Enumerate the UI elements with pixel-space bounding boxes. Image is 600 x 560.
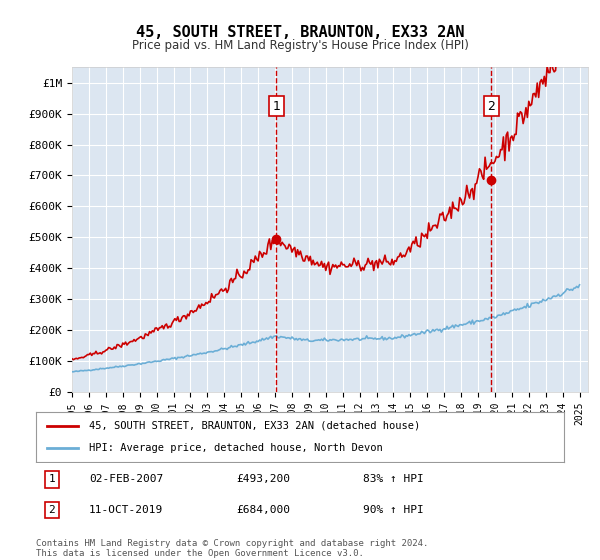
Text: 11-OCT-2019: 11-OCT-2019 [89, 505, 163, 515]
Text: 02-FEB-2007: 02-FEB-2007 [89, 474, 163, 484]
Text: HPI: Average price, detached house, North Devon: HPI: Average price, detached house, Nort… [89, 443, 383, 453]
Text: Price paid vs. HM Land Registry's House Price Index (HPI): Price paid vs. HM Land Registry's House … [131, 39, 469, 52]
Text: 45, SOUTH STREET, BRAUNTON, EX33 2AN (detached house): 45, SOUTH STREET, BRAUNTON, EX33 2AN (de… [89, 421, 420, 431]
Text: 45, SOUTH STREET, BRAUNTON, EX33 2AN: 45, SOUTH STREET, BRAUNTON, EX33 2AN [136, 25, 464, 40]
Text: 1: 1 [272, 100, 280, 113]
Text: 2: 2 [487, 100, 495, 113]
Text: 1: 1 [49, 474, 55, 484]
Text: £493,200: £493,200 [236, 474, 290, 484]
Text: 2: 2 [49, 505, 55, 515]
Text: £684,000: £684,000 [236, 505, 290, 515]
Text: Contains HM Land Registry data © Crown copyright and database right 2024.
This d: Contains HM Land Registry data © Crown c… [36, 539, 428, 558]
Text: 83% ↑ HPI: 83% ↑ HPI [364, 474, 424, 484]
Text: 90% ↑ HPI: 90% ↑ HPI [364, 505, 424, 515]
